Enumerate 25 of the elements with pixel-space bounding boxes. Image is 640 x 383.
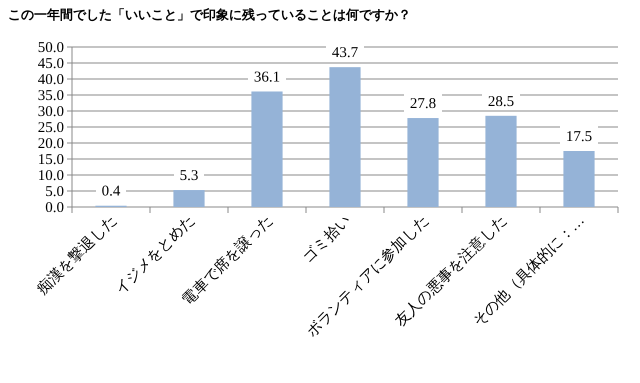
chart-title: この一年間でした「いいこと」で印象に残っていることは何ですか？ <box>8 7 411 23</box>
bar <box>251 91 283 207</box>
y-tick-label: 45.0 <box>38 56 64 72</box>
data-label: 28.5 <box>488 94 514 110</box>
y-tick-label: 20.0 <box>38 136 64 152</box>
y-tick-label: 40.0 <box>38 72 64 88</box>
bar <box>329 67 361 207</box>
data-label: 27.8 <box>410 96 436 112</box>
x-tick-label: ゴミ拾い <box>299 212 354 266</box>
y-tick-label: 50.0 <box>38 40 64 56</box>
y-tick-label: 30.0 <box>38 104 64 120</box>
y-tick-label: 10.0 <box>38 168 64 184</box>
y-tick-label: 15.0 <box>38 152 64 168</box>
data-label: 36.1 <box>254 69 280 86</box>
bar <box>485 116 517 207</box>
y-tick-label: 5.0 <box>45 184 64 200</box>
bar <box>563 151 595 207</box>
bar <box>407 118 439 207</box>
y-tick-label: 25.0 <box>38 120 64 136</box>
data-label: 17.5 <box>566 129 592 145</box>
data-label: 43.7 <box>332 45 359 62</box>
data-label: 0.4 <box>102 184 121 200</box>
y-tick-label: 35.0 <box>38 88 64 104</box>
bar <box>173 190 205 207</box>
data-label: 5.3 <box>180 168 198 184</box>
